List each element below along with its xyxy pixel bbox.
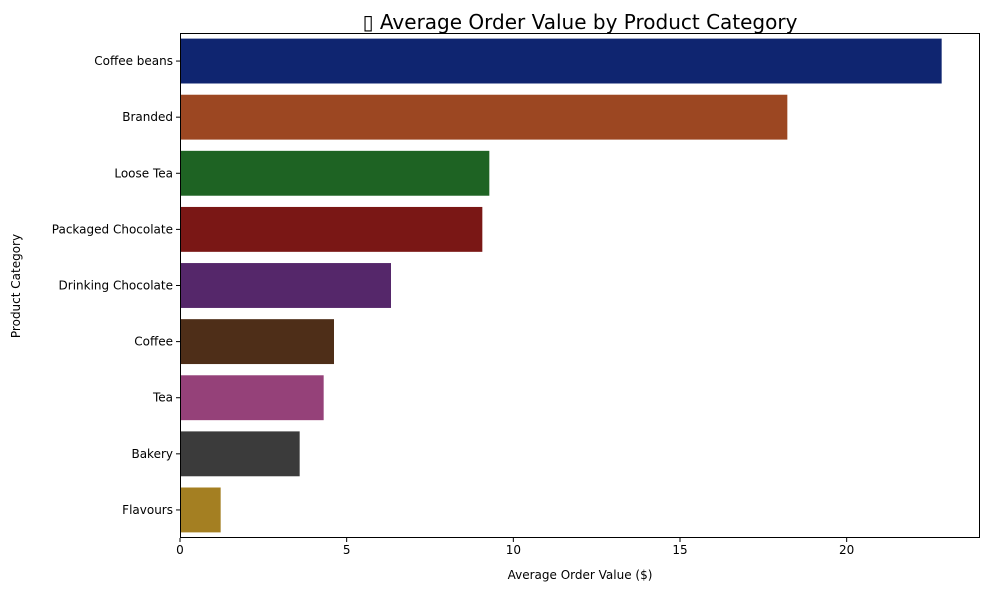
bar-bakery	[180, 431, 300, 477]
x-axis-label: Average Order Value ($)	[508, 568, 653, 582]
bar-coffee	[180, 319, 334, 365]
y-tick-label: Flavours	[122, 503, 173, 517]
y-tick-label: Packaged Chocolate	[52, 222, 173, 236]
bar-flavours	[180, 487, 221, 533]
chart-title: ▯ Average Order Value by Product Categor…	[363, 10, 798, 34]
y-ticks-group: Coffee beans Branded Loose Tea Packaged Cho…	[52, 54, 180, 517]
x-tick-label: 20	[839, 543, 854, 557]
bars-group	[180, 38, 942, 533]
bar-loose-tea	[180, 150, 490, 196]
plot-frame	[180, 33, 980, 538]
y-tick-label: Drinking Chocolate	[59, 279, 173, 293]
bar-branded	[180, 94, 788, 140]
y-axis-label: Product Category	[9, 234, 23, 338]
y-tick-label: Coffee	[134, 335, 173, 349]
bar-coffee-beans	[180, 38, 942, 84]
y-tick-label: Loose Tea	[114, 166, 173, 180]
bar-drinking-chocolate	[180, 263, 391, 308]
x-tick-label: 15	[672, 543, 687, 557]
bar-packaged-chocolate	[180, 206, 483, 252]
bar-tea	[180, 375, 324, 421]
y-tick-label: Bakery	[131, 447, 173, 461]
x-ticks-group: 0 5 10 15 20	[176, 538, 854, 557]
y-tick-label: Branded	[122, 110, 173, 124]
x-tick-label: 10	[506, 543, 521, 557]
y-tick-label: Tea	[152, 391, 173, 405]
y-tick-label: Coffee beans	[94, 54, 173, 68]
x-tick-label: 0	[176, 543, 184, 557]
x-tick-label: 5	[343, 543, 351, 557]
